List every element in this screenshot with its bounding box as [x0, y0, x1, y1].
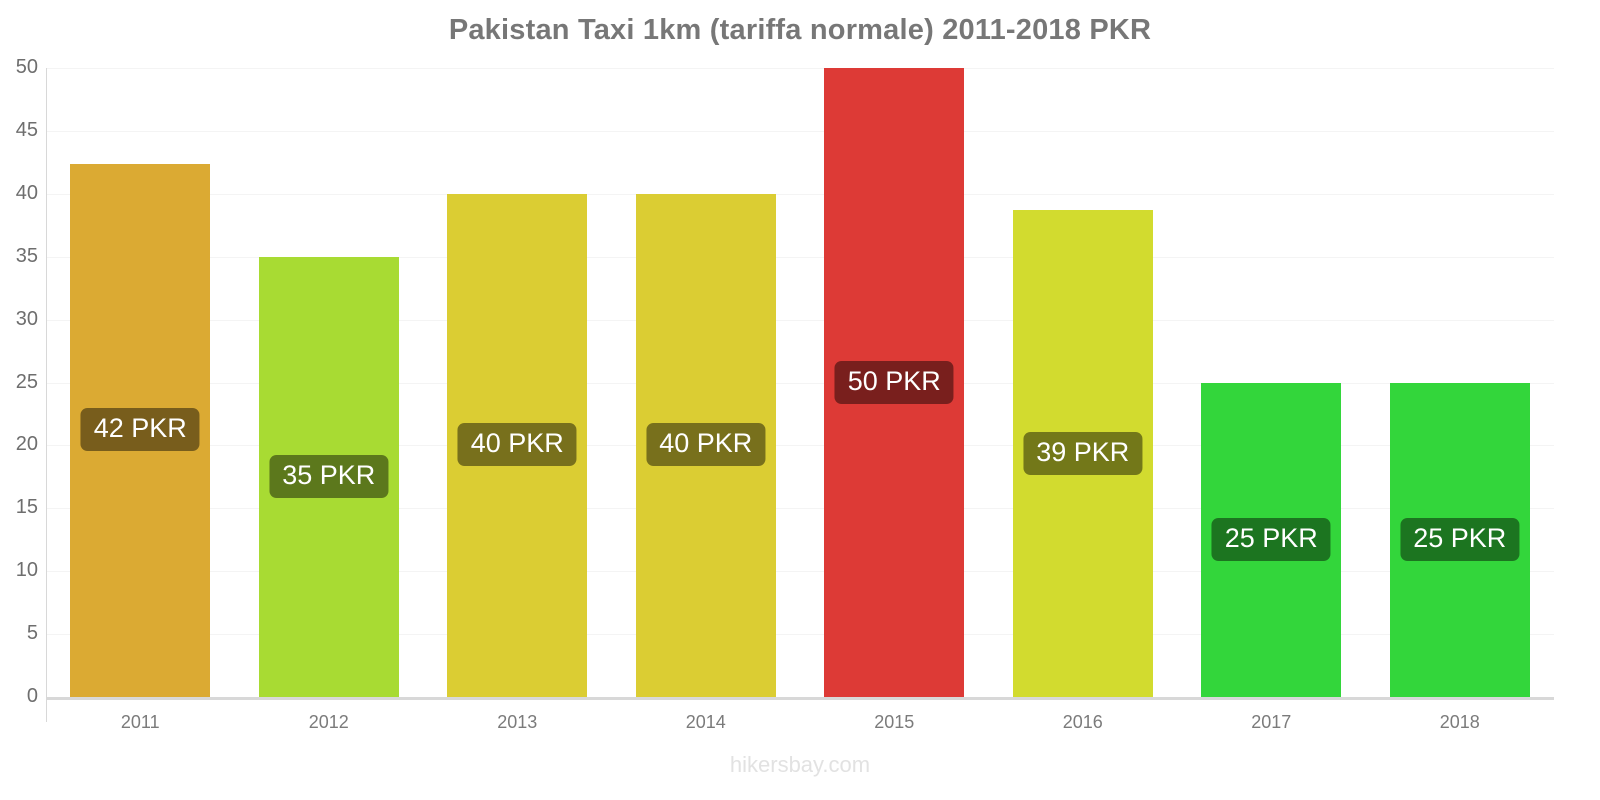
gridline — [46, 382, 1554, 384]
y-axis-tick-label: 35 — [15, 244, 38, 267]
bar-2014[interactable]: 40 PKR — [635, 193, 776, 697]
x-axis-tick-label: 2015 — [874, 712, 915, 732]
bar-2017[interactable]: 25 PKR — [1201, 382, 1342, 697]
gridline — [46, 256, 1554, 258]
bar-2015[interactable]: 50 PKR — [824, 68, 965, 697]
bar-value-label: 40 PKR — [457, 423, 577, 467]
x-axis-tick-label: 2016 — [1062, 712, 1103, 732]
bar-value-label: 50 PKR — [834, 360, 954, 404]
y-axis-tick-label: 15 — [15, 496, 38, 519]
y-axis-tick-label: 30 — [15, 307, 38, 330]
gridline — [46, 634, 1554, 636]
page-title: Pakistan Taxi 1km (tariffa normale) 2011… — [448, 14, 1152, 46]
x-axis-line — [46, 697, 1554, 700]
y-axis-tick-label: 40 — [15, 181, 38, 204]
x-axis-tick-label: 2017 — [1251, 712, 1292, 732]
x-axis-tick-label: 2013 — [497, 712, 538, 732]
bar-value-label: 40 PKR — [646, 423, 766, 467]
gridline — [46, 571, 1554, 573]
gridline — [46, 508, 1554, 510]
bar-value-label: 25 PKR — [1400, 517, 1520, 561]
bar-2012[interactable]: 35 PKR — [258, 256, 399, 697]
y-axis-tick-label: 10 — [15, 559, 38, 582]
bar-value-label: 25 PKR — [1211, 517, 1331, 561]
gridline — [46, 319, 1554, 321]
source-watermark: hikersbay.com — [729, 752, 871, 777]
x-axis-tick-label: 2011 — [120, 712, 160, 732]
gridline — [46, 68, 1554, 69]
y-axis-tick-label: 50 — [15, 56, 38, 78]
gridline — [46, 193, 1554, 195]
bar-2013[interactable]: 40 PKR — [447, 193, 588, 697]
bar-value-label: 39 PKR — [1023, 431, 1143, 475]
y-axis-tick-label: 25 — [15, 370, 38, 393]
bar-value-label: 35 PKR — [269, 454, 389, 498]
bar-2018[interactable]: 25 PKR — [1389, 382, 1530, 697]
y-axis-tick-label: 0 — [26, 685, 38, 707]
bar-2011[interactable]: 42 PKR — [70, 163, 211, 697]
plot-area: 42 PKR 35 PKR 40 PKR 40 PKR 50 PKR 39 PKR 25 P… — [46, 68, 1554, 698]
x-axis-tick-label: 2018 — [1439, 712, 1480, 732]
gridline — [46, 445, 1554, 447]
x-axis-tick-label: 2012 — [308, 712, 349, 732]
bar-value-label: 42 PKR — [80, 408, 200, 452]
x-axis-tick-label: 2014 — [685, 712, 726, 732]
y-axis-tick-label: 5 — [26, 622, 38, 645]
y-axis-tick-label: 20 — [15, 433, 38, 456]
y-axis-line — [46, 68, 47, 697]
y-axis-stub — [46, 700, 47, 722]
bar-2016[interactable]: 39 PKR — [1012, 210, 1153, 697]
gridline — [46, 130, 1554, 132]
y-axis-tick-label: 45 — [15, 118, 38, 141]
